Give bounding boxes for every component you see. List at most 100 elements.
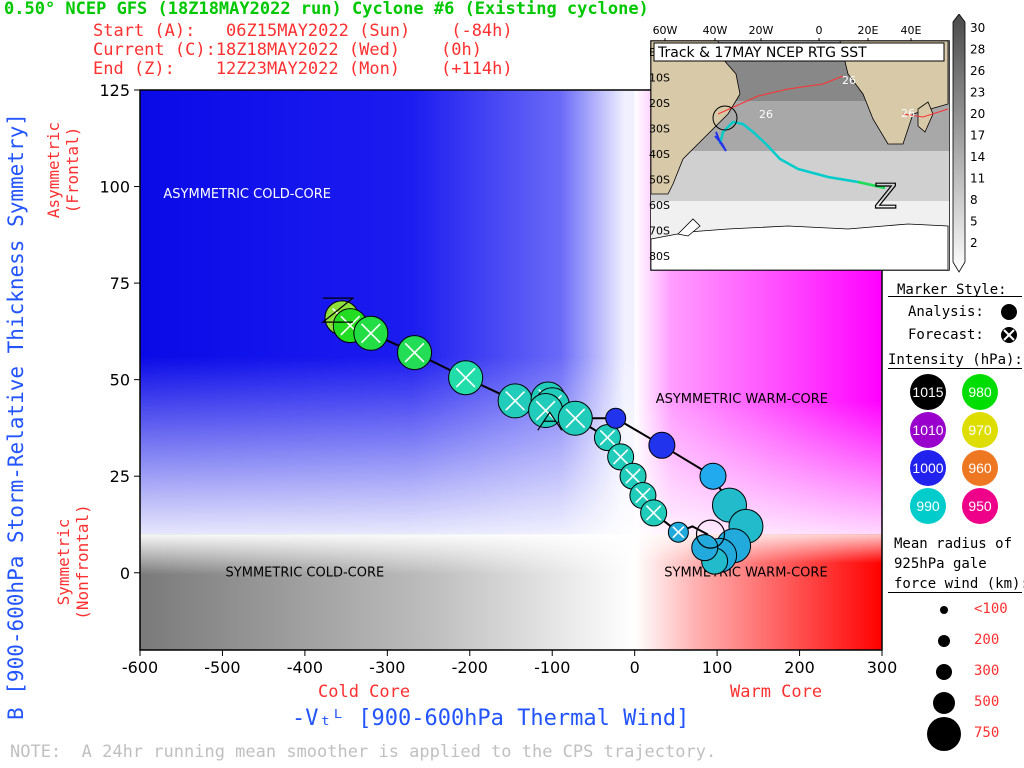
radius-size-label: 200	[974, 632, 1000, 648]
x-tick-label: -300	[369, 658, 405, 677]
radius-size-label: 500	[974, 694, 1000, 710]
x-tick-label: -400	[287, 658, 323, 677]
forecast-point	[448, 360, 484, 396]
forecast-point	[497, 383, 533, 419]
colorbar-tick: 11	[970, 172, 985, 186]
colorbar-tick: 17	[970, 129, 985, 143]
intensity-swatch: 950	[962, 488, 998, 524]
analysis-point	[605, 407, 627, 429]
track-marker-a	[695, 519, 726, 549]
x-axis-right-side-label: Warm Core	[730, 682, 823, 702]
x-tick-label: 300	[867, 658, 898, 677]
inset-lat-label: 70S	[649, 225, 670, 238]
radius-size-label: 750	[974, 725, 1000, 741]
end-time: End (Z): 12Z23MAY2022 (Mon) (+114h)	[93, 59, 513, 79]
intensity-swatch: 1015	[910, 374, 946, 410]
current-time: Current (C):18Z18MAY2022 (Wed) (0h)	[93, 40, 482, 60]
legend-radius-title: Mean radius of 925hPa gale force wind (k…	[894, 536, 1024, 592]
forecast-point	[353, 315, 389, 351]
forecast-point	[397, 335, 433, 371]
intensity-swatch: 1010	[910, 412, 946, 448]
colorbar-tick: 23	[970, 86, 985, 100]
inset-title: Track & 17MAY NCEP RTG SST	[657, 45, 867, 61]
inset-lon-label: 40E	[901, 24, 922, 37]
x-tick-label: -600	[122, 658, 158, 677]
radius-size-marker	[940, 606, 948, 614]
intensity-swatch: 1000	[910, 450, 946, 486]
radius-size-marker	[936, 664, 952, 680]
inset-lon-label: 0	[816, 24, 823, 37]
y-tick-label: 125	[99, 81, 130, 100]
region-label-asymmetric-cold-core: ASYMMETRIC COLD-CORE	[163, 187, 331, 202]
intensity-swatch: 990	[910, 488, 946, 524]
x-axis-left-side-label: Cold Core	[318, 682, 411, 702]
radius-size-marker	[927, 717, 961, 751]
forecast-point	[607, 443, 635, 471]
forecast-point	[528, 393, 564, 429]
start-time: Start (A): 06Z15MAY2022 (Sun) (-84h)	[93, 21, 513, 41]
intensity-swatch: 960	[962, 450, 998, 486]
forecast-point	[667, 521, 689, 543]
colorbar-tick: 8	[970, 193, 978, 207]
inset-lat-label: 30S	[649, 123, 670, 136]
colorbar-tick: 28	[970, 43, 985, 57]
radius-size-marker	[933, 692, 955, 714]
inset-lon-label: 20W	[749, 24, 774, 37]
analysis-point	[648, 431, 676, 459]
x-tick-label: 100	[702, 658, 733, 677]
legend-analysis-label: Analysis:	[908, 304, 984, 320]
x-tick-label: 200	[784, 658, 815, 677]
region-label-asymmetric-warm-core: ASYMMETRIC WARM-CORE	[656, 392, 828, 407]
forecast-point	[640, 499, 668, 527]
y-tick-label: 50	[110, 371, 130, 390]
analysis-point	[699, 462, 727, 490]
forecast-point	[557, 400, 593, 436]
sst-colorbar	[952, 14, 966, 273]
colorbar-tick: 14	[970, 150, 985, 164]
x-tick-label: -100	[534, 658, 570, 677]
y-tick-label: 100	[99, 178, 130, 197]
legend-intensity-title: Intensity (hPa):	[888, 352, 1023, 368]
x-axis-label: -Vₜᴸ [900-600hPa Thermal Wind]	[292, 706, 690, 731]
chart-title: 0.50° NCEP GFS (18Z18MAY2022 run) Cyclon…	[4, 0, 649, 19]
x-tick-label: -200	[452, 658, 488, 677]
legend-forecast-label: Forecast:	[908, 327, 984, 343]
inset-lat-label: 80S	[649, 250, 670, 263]
colorbar-tick: 2	[970, 236, 978, 250]
y-tick-label: 75	[110, 274, 130, 293]
track-marker-c	[537, 411, 563, 431]
analysis-marker-icon	[1001, 304, 1017, 320]
radius-size-label: 300	[974, 663, 1000, 679]
inset-lon-label: 60W	[653, 24, 678, 37]
colorbar-tick: 30	[970, 21, 985, 35]
inset-sst-contour-label: 26	[842, 74, 856, 87]
legend-marker-style-title: Marker Style:	[897, 282, 1007, 298]
inset-lat-label: 10S	[649, 72, 670, 85]
inset-sst-contour-label: 26	[901, 107, 915, 120]
intensity-swatch: 970	[962, 412, 998, 448]
x-tick-label: 0	[630, 658, 640, 677]
y-tick-label: 0	[120, 564, 130, 583]
track-marker-z	[321, 297, 355, 323]
inset-sst-contour-label: 26	[759, 108, 773, 121]
inset-lat-label: 50S	[649, 174, 670, 187]
legend: Marker Style: Analysis: Forecast: Intens…	[888, 278, 1024, 768]
radius-size-label: <100	[974, 601, 1008, 617]
colorbar-tick: 26	[970, 64, 985, 78]
inset-end-marker: Z	[874, 177, 897, 217]
inset-lat-label: 40S	[649, 148, 670, 161]
x-tick-label: -500	[204, 658, 240, 677]
forecast-point	[593, 424, 621, 452]
intensity-swatch: 980	[962, 374, 998, 410]
inset-lat-label: 60S	[649, 199, 670, 212]
region-label-symmetric-cold-core: SYMMETRIC COLD-CORE	[226, 566, 385, 581]
inset-lon-label: 20E	[858, 24, 879, 37]
colorbar-tick: 20	[970, 107, 985, 121]
y-tick-label: 25	[110, 467, 130, 486]
region-label-symmetric-warm-core: SYMMETRIC WARM-CORE	[664, 566, 827, 581]
inset-lon-label: 40W	[703, 24, 728, 37]
colorbar-tick: 5	[970, 215, 978, 229]
radius-size-marker	[938, 635, 950, 647]
